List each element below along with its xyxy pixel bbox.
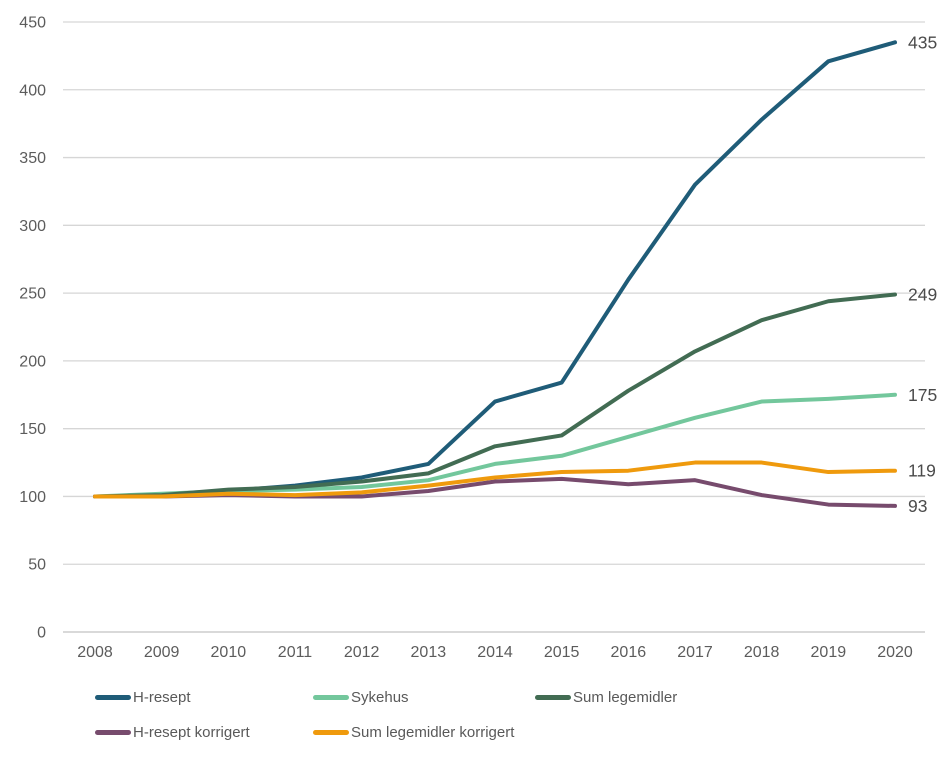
chart-legend: H-resept Sykehus Sum legemidler H-resept… — [95, 687, 677, 743]
legend-swatch-sum-legemidler-korrigert-icon — [313, 730, 349, 735]
y-axis-tick-label: 150 — [19, 421, 46, 438]
legend-label-h-resept-korrigert: H-resept korrigert — [133, 724, 250, 741]
legend-item-sykehus[interactable]: Sykehus — [313, 687, 535, 708]
y-axis-tick-label: 350 — [19, 150, 46, 167]
x-axis-tick-label: 2010 — [211, 644, 247, 661]
x-axis-tick-label: 2012 — [344, 644, 380, 661]
y-axis-tick-label: 400 — [19, 82, 46, 99]
y-axis-tick-label: 100 — [19, 489, 46, 506]
chart-plot-area: 0 50 100 150 200 250 300 350 400 450 2008 2009 2010 2… — [19, 15, 937, 662]
legend-item-sum-legemidler-korrigert[interactable]: Sum legemidler korrigert — [313, 722, 535, 743]
x-axis-tick-label: 2013 — [411, 644, 447, 661]
legend-swatch-h-resept-icon — [95, 695, 131, 700]
y-axis-tick-label: 250 — [19, 286, 46, 303]
legend-item-h-resept-korrigert[interactable]: H-resept korrigert — [95, 722, 313, 743]
legend-label-sum-legemidler-korrigert: Sum legemidler korrigert — [351, 724, 515, 741]
legend-swatch-sykehus-icon — [313, 695, 349, 700]
legend-label-sum-legemidler: Sum legemidler — [573, 689, 678, 706]
legend-item-h-resept[interactable]: H-resept — [95, 687, 313, 708]
x-axis-tick-label: 2016 — [611, 644, 647, 661]
series-end-label-h-resept: 435 — [908, 32, 937, 52]
x-axis-tick-label: 2018 — [744, 644, 780, 661]
x-axis-tick-label: 2019 — [811, 644, 847, 661]
legend-swatch-h-resept-korrigert-icon — [95, 730, 131, 735]
y-axis-tick-label: 200 — [19, 353, 46, 370]
series-end-label-sum-legemidler-korrigert: 119 — [908, 461, 936, 481]
x-axis-tick-label: 2008 — [77, 644, 113, 661]
series-line-sum-legemidler-korrigert — [93, 460, 897, 499]
x-axis-tick-label: 2015 — [544, 644, 580, 661]
legend-swatch-sum-legemidler-icon — [535, 695, 571, 700]
x-axis-tick-label: 2020 — [877, 644, 913, 661]
x-axis-tick-label: 2017 — [677, 644, 713, 661]
series-line-sum-legemidler — [93, 292, 897, 499]
series-end-label-sykehus: 175 — [908, 385, 937, 405]
x-axis-tick-label: 2011 — [278, 644, 313, 661]
y-axis-tick-label: 50 — [28, 557, 46, 574]
series-end-label-sum-legemidler: 249 — [908, 284, 937, 304]
legend-item-sum-legemidler[interactable]: Sum legemidler — [535, 687, 677, 708]
x-axis-tick-label: 2009 — [144, 644, 180, 661]
x-axis-tick-label: 2014 — [477, 644, 513, 661]
y-axis-tick-label: 450 — [19, 15, 46, 32]
legend-label-sykehus: Sykehus — [351, 689, 409, 706]
y-axis-tick-label: 300 — [19, 218, 46, 235]
series-end-label-h-resept-korrigert: 93 — [908, 496, 927, 516]
y-axis-tick-label: 0 — [37, 625, 46, 642]
legend-label-h-resept: H-resept — [133, 689, 191, 706]
